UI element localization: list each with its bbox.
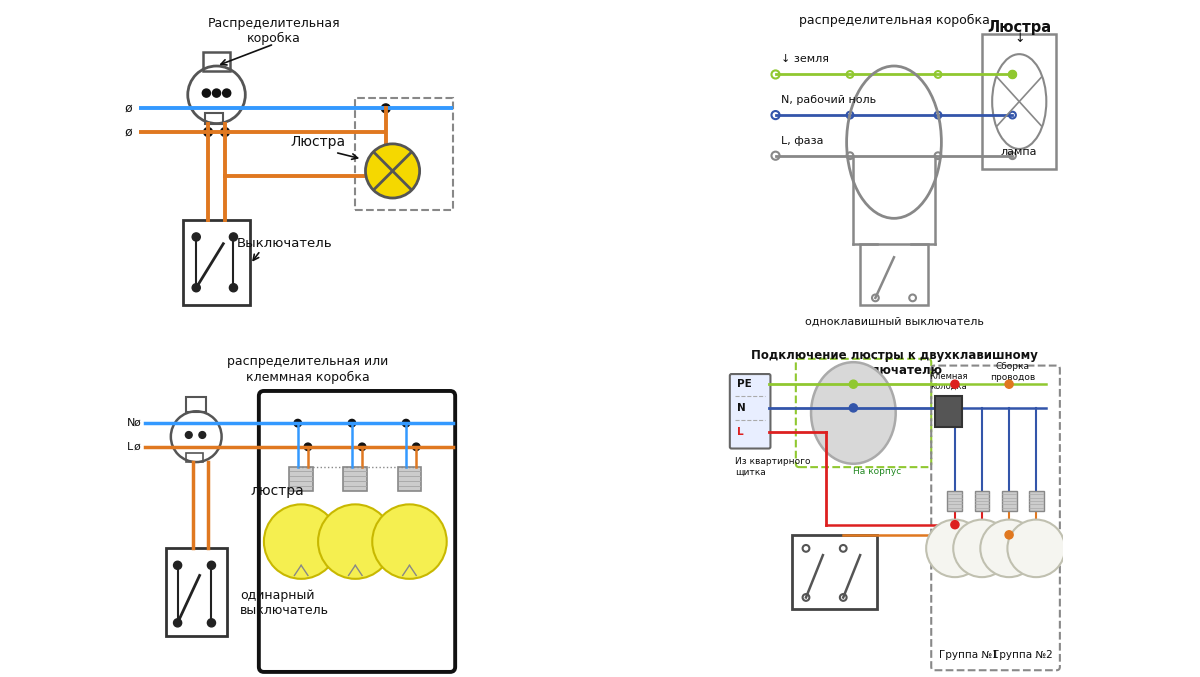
- Bar: [1028, 491, 1044, 511]
- Circle shape: [199, 432, 205, 439]
- Circle shape: [850, 403, 858, 412]
- Text: ø: ø: [125, 125, 132, 139]
- Circle shape: [348, 419, 355, 427]
- Text: N: N: [127, 418, 136, 428]
- Circle shape: [926, 520, 984, 577]
- Text: Сборка
проводов: Сборка проводов: [990, 362, 1036, 382]
- Circle shape: [359, 443, 366, 451]
- Circle shape: [950, 521, 959, 529]
- Bar: [289, 467, 313, 491]
- Circle shape: [221, 127, 229, 136]
- Text: Распределительная
коробка: Распределительная коробка: [208, 17, 341, 45]
- Bar: [982, 34, 1056, 169]
- Text: L: L: [737, 427, 743, 437]
- Ellipse shape: [811, 362, 895, 464]
- Text: Группа №1: Группа №1: [938, 650, 998, 660]
- Bar: [203, 52, 230, 71]
- Circle shape: [208, 619, 216, 627]
- Bar: [1002, 491, 1016, 511]
- Circle shape: [382, 171, 390, 180]
- Circle shape: [174, 561, 181, 569]
- Bar: [182, 220, 251, 305]
- Text: N, рабочий ноль: N, рабочий ноль: [781, 95, 876, 105]
- Bar: [974, 491, 990, 511]
- Circle shape: [229, 284, 238, 292]
- Circle shape: [208, 561, 216, 569]
- Text: ↓: ↓: [1014, 32, 1025, 45]
- Text: Люстра: Люстра: [290, 135, 346, 149]
- Circle shape: [950, 380, 959, 388]
- Bar: [205, 113, 223, 123]
- Text: Из квартирного
щитка: Из квартирного щитка: [734, 457, 810, 477]
- Bar: [935, 396, 961, 427]
- Text: L: L: [127, 442, 133, 452]
- Circle shape: [1006, 380, 1013, 388]
- Circle shape: [212, 89, 221, 97]
- Circle shape: [953, 520, 1010, 577]
- Circle shape: [413, 443, 420, 451]
- Text: L, фаза: L, фаза: [781, 135, 823, 146]
- Text: N: N: [737, 403, 745, 413]
- Text: Группа №2: Группа №2: [992, 650, 1052, 660]
- Text: ø: ø: [127, 418, 140, 428]
- Circle shape: [372, 504, 446, 579]
- Text: ↓ земля: ↓ земля: [781, 54, 829, 64]
- Text: ø: ø: [127, 442, 140, 452]
- Circle shape: [174, 619, 181, 627]
- Text: ø: ø: [125, 102, 132, 115]
- Circle shape: [185, 432, 192, 439]
- Circle shape: [1008, 70, 1016, 79]
- FancyBboxPatch shape: [730, 374, 770, 448]
- Text: Люстра: Люстра: [988, 20, 1051, 35]
- Text: Клемная
колодка: Клемная колодка: [929, 372, 967, 391]
- Text: На корпус: На корпус: [853, 467, 901, 476]
- Text: люстра: люстра: [251, 484, 304, 498]
- Bar: [948, 491, 962, 511]
- Circle shape: [318, 504, 392, 579]
- Circle shape: [204, 127, 212, 136]
- Text: распределительная коробка: распределительная коробка: [798, 14, 990, 26]
- Bar: [186, 452, 203, 462]
- Circle shape: [366, 144, 420, 198]
- Bar: [860, 244, 928, 305]
- Circle shape: [203, 89, 210, 97]
- Text: Выключатель: Выключатель: [236, 237, 332, 250]
- Text: распределительная или
клеммная коробка: распределительная или клеммная коробка: [227, 355, 389, 383]
- Circle shape: [192, 284, 200, 292]
- Circle shape: [264, 504, 338, 579]
- Bar: [355, 98, 454, 210]
- Circle shape: [382, 104, 390, 112]
- Bar: [397, 467, 421, 491]
- Text: одинарный
выключатель: одинарный выключатель: [240, 588, 329, 617]
- Text: Подключение люстры к двухклавишному
выключателю: Подключение люстры к двухклавишному выкл…: [750, 349, 1038, 376]
- Circle shape: [1007, 520, 1064, 577]
- Circle shape: [192, 233, 200, 241]
- Circle shape: [229, 233, 238, 241]
- Text: одноклавишный выключатель: одноклавишный выключатель: [804, 317, 984, 326]
- Circle shape: [223, 89, 230, 97]
- Circle shape: [402, 419, 410, 427]
- Bar: [186, 397, 206, 412]
- Circle shape: [980, 520, 1038, 577]
- Bar: [343, 467, 367, 491]
- Circle shape: [294, 419, 301, 427]
- Bar: [166, 548, 227, 636]
- Bar: [792, 535, 877, 609]
- Text: PE: PE: [737, 379, 751, 389]
- Circle shape: [1006, 531, 1013, 539]
- Circle shape: [305, 443, 312, 451]
- Text: лампа: лампа: [1001, 148, 1038, 158]
- Circle shape: [850, 380, 858, 388]
